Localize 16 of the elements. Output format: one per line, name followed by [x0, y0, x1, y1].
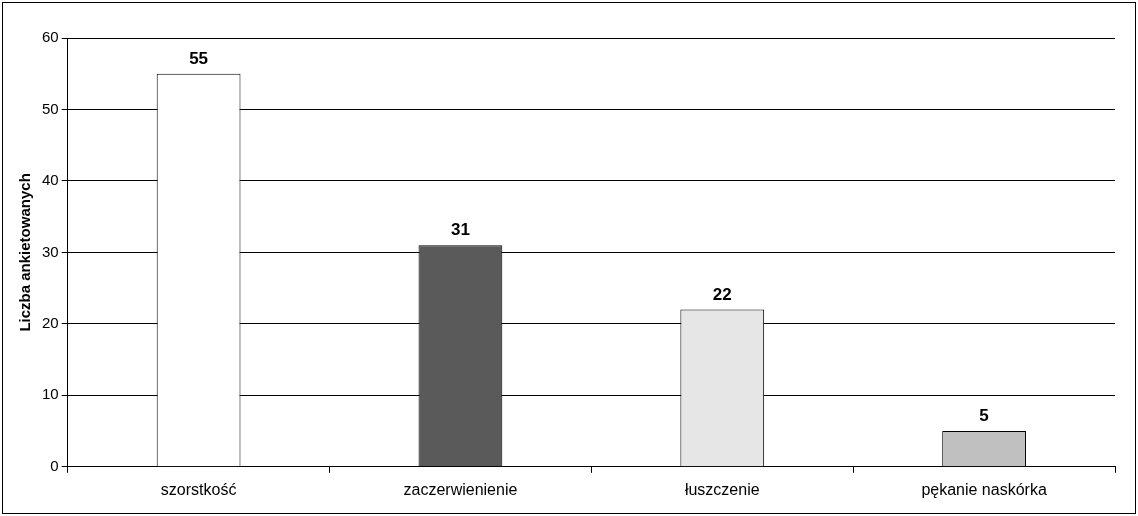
data-label: 55	[189, 48, 209, 68]
x-tick-label: szorstkość	[160, 480, 237, 498]
y-tick-label: 10	[42, 385, 59, 403]
x-tick-label: pękanie naskórka	[921, 480, 1047, 498]
data-label: 5	[979, 406, 989, 426]
y-tick-label: 30	[42, 242, 59, 260]
y-tick-label: 60	[42, 28, 59, 46]
data-label: 31	[450, 220, 470, 240]
x-tick-label: zaczerwienienie	[403, 480, 518, 498]
data-label: 22	[712, 284, 732, 304]
y-tick-label: 0	[50, 456, 59, 474]
y-axis-title: Liczba ankietowanych	[16, 173, 34, 332]
y-tick-label: 50	[42, 99, 59, 117]
x-tick-label: łuszczenie	[684, 480, 760, 498]
y-tick-label: 20	[42, 314, 59, 332]
y-tick-label: 40	[42, 171, 59, 189]
